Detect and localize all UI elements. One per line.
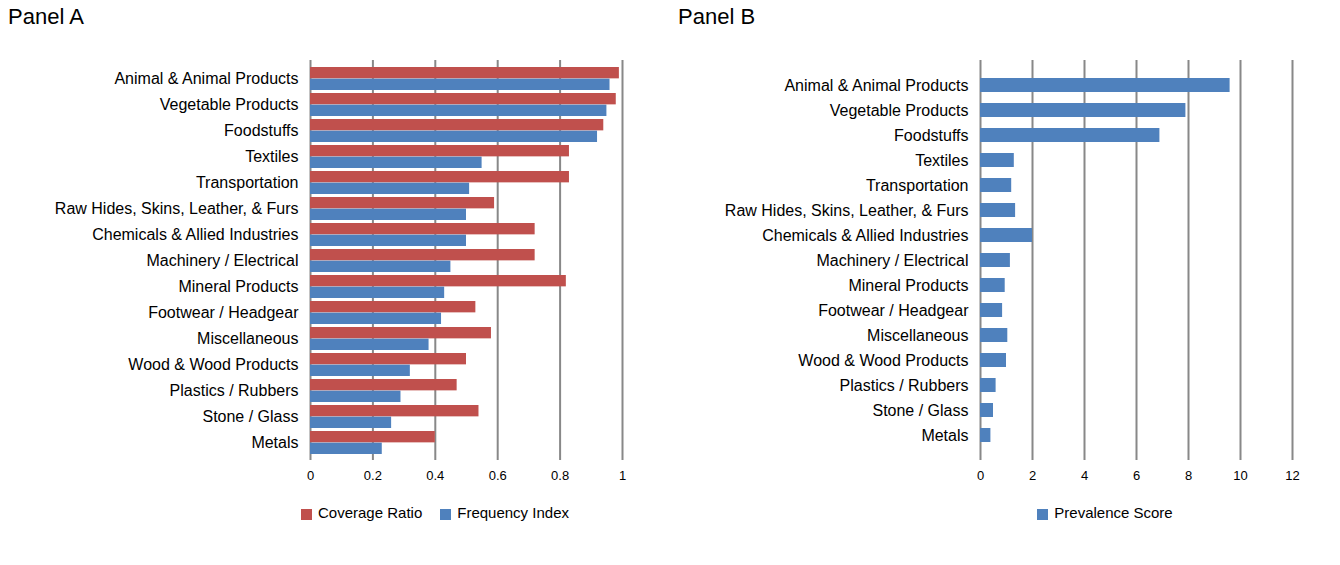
svg-text:0: 0 [307,468,314,483]
svg-text:Raw Hides, Skins, Leather, & F: Raw Hides, Skins, Leather, & Furs [725,202,969,219]
svg-text:Chemicals & Allied Industries: Chemicals & Allied Industries [762,227,968,244]
svg-text:0.4: 0.4 [426,468,444,483]
svg-text:Miscellaneous: Miscellaneous [867,327,968,344]
svg-text:10: 10 [1233,468,1247,483]
html-text:Frequency Index: Frequency Index [457,504,569,521]
html-text:Coverage Ratio: Coverage Ratio [318,504,423,521]
svg-text:4: 4 [1081,468,1088,483]
svg-text:Metals: Metals [251,434,298,451]
svg-text:Vegetable Products: Vegetable Products [830,102,969,119]
svg-text:Textiles: Textiles [915,152,968,169]
html-text:Panel A: Panel A [8,4,84,29]
svg-text:0.8: 0.8 [551,468,569,483]
svg-text:Foodstuffs: Foodstuffs [894,127,968,144]
svg-text:Stone / Glass: Stone / Glass [872,402,968,419]
svg-text:Stone / Glass: Stone / Glass [202,408,298,425]
svg-text:Miscellaneous: Miscellaneous [197,330,298,347]
svg-text:Wood & Wood Products: Wood & Wood Products [128,356,298,373]
svg-text:6: 6 [1133,468,1140,483]
svg-text:Mineral Products: Mineral Products [848,277,968,294]
svg-text:Mineral Products: Mineral Products [178,278,298,295]
svg-text:Plastics / Rubbers: Plastics / Rubbers [170,382,299,399]
svg-text:2: 2 [1029,468,1036,483]
svg-text:0.6: 0.6 [489,468,507,483]
svg-text:Raw Hides, Skins, Leather, & F: Raw Hides, Skins, Leather, & Furs [55,200,299,217]
svg-text:0.2: 0.2 [364,468,382,483]
svg-text:Machinery / Electrical: Machinery / Electrical [146,252,298,269]
svg-text:Transportation: Transportation [866,177,969,194]
svg-text:Textiles: Textiles [245,148,298,165]
svg-text:Foodstuffs: Foodstuffs [224,122,298,139]
svg-text:8: 8 [1185,468,1192,483]
svg-text:Wood & Wood Products: Wood & Wood Products [798,352,968,369]
svg-text:12: 12 [1285,468,1299,483]
svg-text:Animal & Animal Products: Animal & Animal Products [114,70,298,87]
svg-text:Vegetable Products: Vegetable Products [160,96,299,113]
html-text:Panel B: Panel B [678,4,756,29]
svg-text:Chemicals & Allied Industries: Chemicals & Allied Industries [92,226,298,243]
svg-text:1: 1 [619,468,626,483]
svg-text:Animal & Animal Products: Animal & Animal Products [784,77,968,94]
svg-text:Plastics / Rubbers: Plastics / Rubbers [840,377,969,394]
html-text:Prevalence Score: Prevalence Score [1054,504,1173,521]
svg-text:Footwear / Headgear: Footwear / Headgear [818,302,969,319]
svg-text:0: 0 [977,468,984,483]
svg-text:Footwear / Headgear: Footwear / Headgear [148,304,299,321]
svg-text:Metals: Metals [921,427,968,444]
svg-text:Machinery / Electrical: Machinery / Electrical [816,252,968,269]
svg-text:Transportation: Transportation [196,174,299,191]
